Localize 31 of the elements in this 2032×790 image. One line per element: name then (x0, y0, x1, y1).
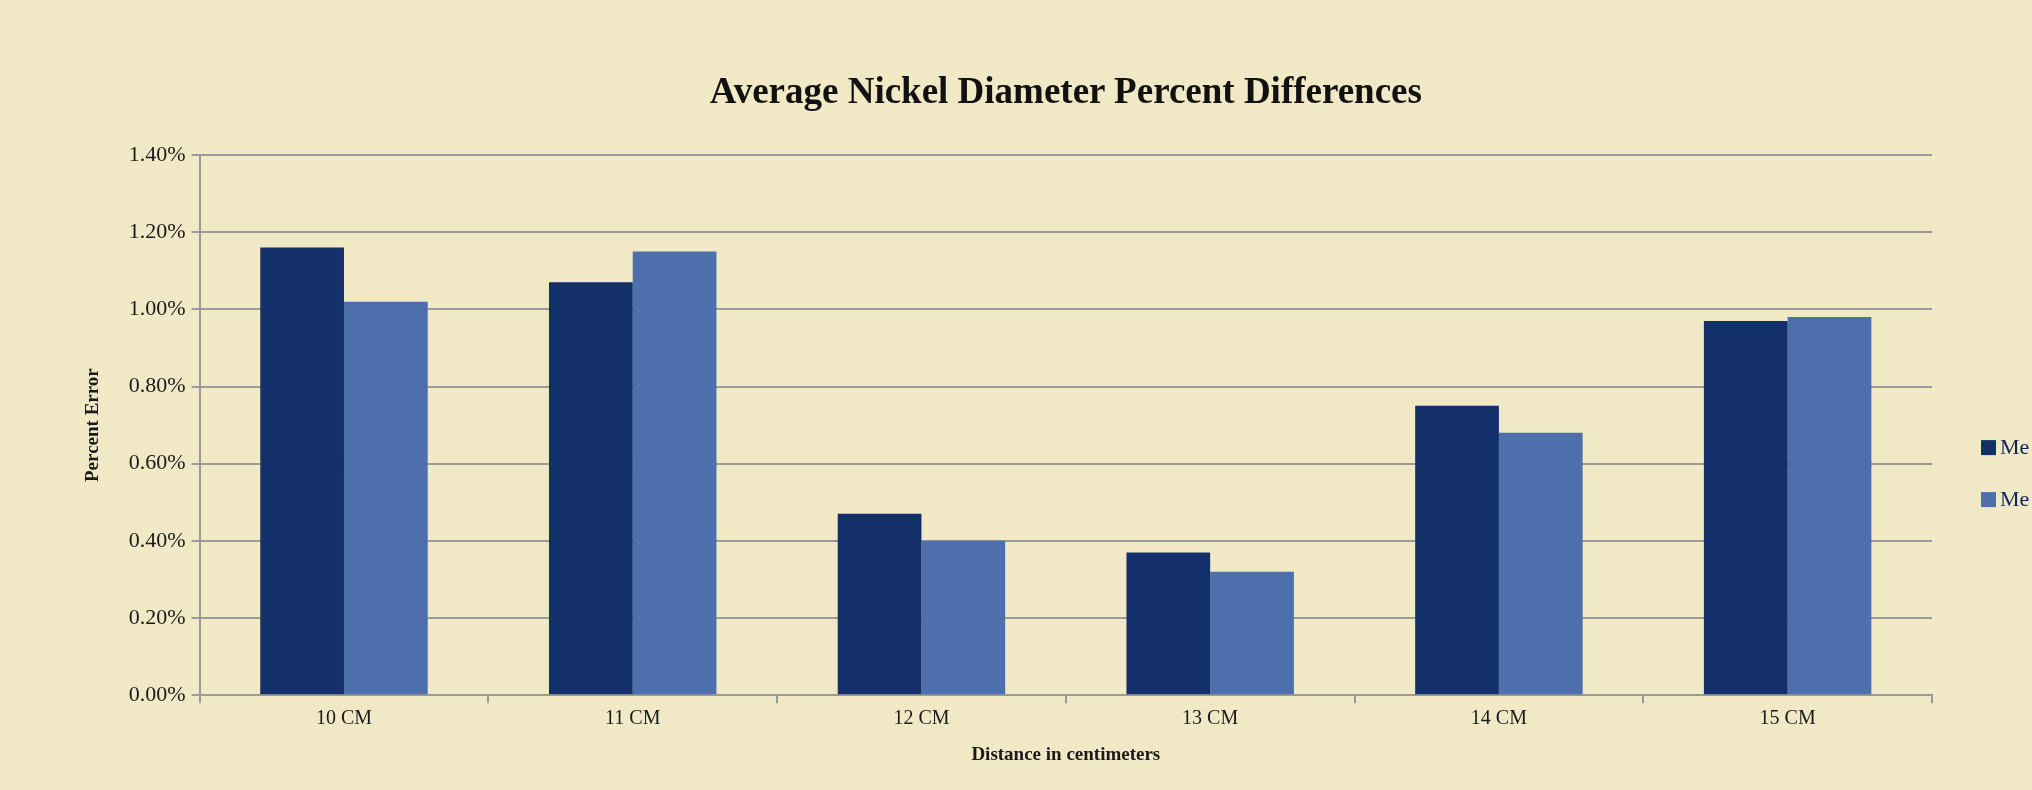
bar (1787, 317, 1872, 695)
bar (1126, 552, 1211, 695)
chart-title: Average Nickel Diameter Percent Differences (709, 69, 1422, 111)
y-axis-title: Percent Error (81, 367, 103, 482)
bar (1498, 432, 1583, 695)
x-tick-label: 11 CM (605, 706, 661, 729)
y-tick-label: 0.80% (128, 372, 186, 398)
bar (1415, 405, 1499, 695)
y-tick-label: 1.00% (128, 295, 186, 321)
x-tick-label: 14 CM (1470, 706, 1528, 729)
bar (921, 540, 1006, 695)
bar (632, 251, 717, 695)
x-tick-label: 10 CM (315, 706, 373, 729)
x-axis-title: Distance in centimeters (971, 742, 1161, 764)
bar (343, 301, 428, 695)
legend-label: Me (2000, 433, 2030, 459)
bar (837, 513, 922, 695)
bar (1703, 320, 1788, 695)
y-tick-label: 1.20% (128, 217, 186, 243)
y-tick-label: 1.40% (128, 140, 186, 166)
x-tick-label: 12 CM (893, 706, 950, 729)
bar (548, 282, 633, 695)
y-tick-label: 0.60% (128, 449, 186, 475)
y-tick-label: 0.40% (128, 526, 186, 552)
y-tick-label: 0.00% (128, 680, 186, 706)
bar (260, 247, 344, 695)
y-tick-label: 0.20% (128, 603, 186, 629)
legend-label: Me (2000, 485, 2030, 511)
x-tick-label: 13 CM (1182, 706, 1239, 729)
bar (1210, 571, 1294, 695)
x-tick-label: 15 CM (1759, 706, 1816, 729)
